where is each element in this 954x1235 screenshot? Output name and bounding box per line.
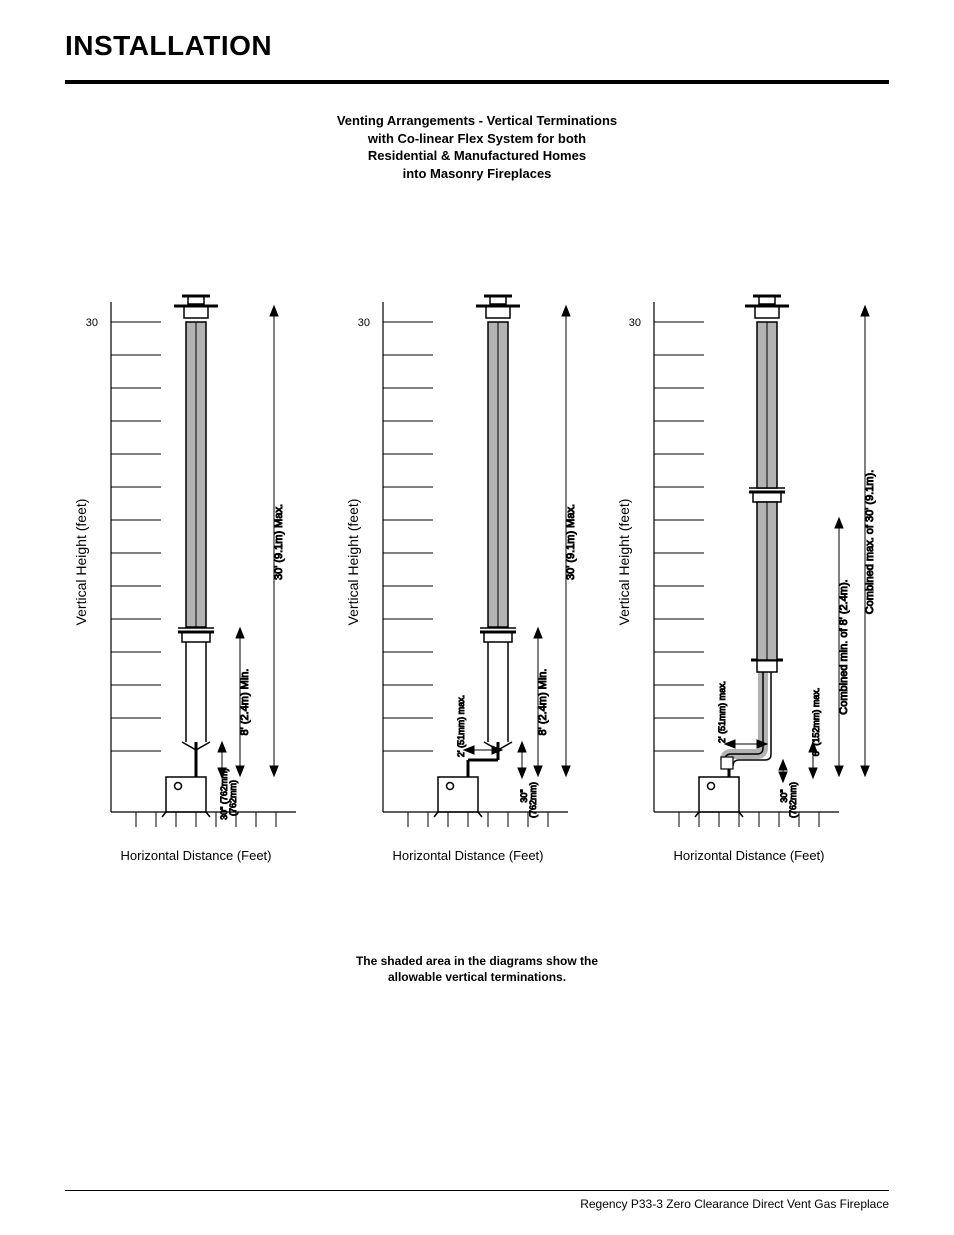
- dim-max-height: 30' (9.1m) Max.: [565, 504, 577, 580]
- page-title: INSTALLATION: [65, 30, 889, 62]
- dim-flue-mm: (762mm): [228, 780, 238, 816]
- dim-combined-min: Combined min. of 8' (2.4m).: [838, 580, 850, 715]
- diagram-2: 30 Vertical Height (feet): [337, 282, 599, 863]
- dim-combined-max: Combined max. of 30' (9.1m).: [864, 470, 876, 615]
- diagram-1-svg: 30 Vertical Height (feet): [66, 282, 326, 842]
- subtitle-line: into Masonry Fireplaces: [403, 166, 552, 181]
- y-top-tick: 30: [86, 317, 98, 329]
- dim-flue-mm: (762mm): [788, 782, 798, 818]
- y-top-tick: 30: [358, 317, 370, 329]
- diagram-3: 30 Vertical Height (feet): [609, 282, 889, 863]
- diagrams-row: 30 Vertical Height (feet): [65, 282, 889, 863]
- dim-min-height: 8' (2.4m) Min.: [239, 669, 251, 736]
- diagram-3-svg: 30 Vertical Height (feet): [609, 282, 889, 842]
- subtitle-line: Venting Arrangements - Vertical Terminat…: [337, 113, 617, 128]
- diagram-1: 30 Vertical Height (feet): [65, 282, 327, 863]
- subtitle: Venting Arrangements - Vertical Terminat…: [65, 112, 889, 182]
- dim-horiz: 2' (51mm) max.: [456, 695, 466, 757]
- dim-vert-offset: 6" (152mm) max.: [811, 688, 821, 757]
- y-axis-label: Vertical Height (feet): [73, 499, 89, 626]
- footer-rule: [65, 1190, 889, 1191]
- note-line: allowable vertical terminations.: [388, 970, 566, 984]
- dim-flue-mm: (762mm): [528, 782, 538, 818]
- x-axis-label: Horizontal Distance (Feet): [674, 848, 825, 863]
- x-axis-label: Horizontal Distance (Feet): [393, 848, 544, 863]
- footer-text: Regency P33-3 Zero Clearance Direct Vent…: [65, 1197, 889, 1211]
- note-line: The shaded area in the diagrams show the: [356, 954, 598, 968]
- y-axis-label: Vertical Height (feet): [345, 499, 361, 626]
- subtitle-line: Residential & Manufactured Homes: [368, 148, 586, 163]
- dim-max-height: 30' (9.1m) Max.: [273, 504, 285, 580]
- subtitle-line: with Co-linear Flex System for both: [368, 131, 586, 146]
- y-axis-label: Vertical Height (feet): [616, 499, 632, 626]
- title-rule: [65, 80, 889, 84]
- y-top-tick: 30: [629, 317, 641, 329]
- dim-horiz: 2' (51mm) max.: [717, 681, 727, 743]
- x-axis-label: Horizontal Distance (Feet): [121, 848, 272, 863]
- diagram-2-svg: 30 Vertical Height (feet): [338, 282, 598, 842]
- dim-min-height: 8' (2.4m) Min.: [537, 669, 549, 736]
- page-footer: Regency P33-3 Zero Clearance Direct Vent…: [65, 1190, 889, 1211]
- shaded-area-note: The shaded area in the diagrams show the…: [65, 953, 889, 985]
